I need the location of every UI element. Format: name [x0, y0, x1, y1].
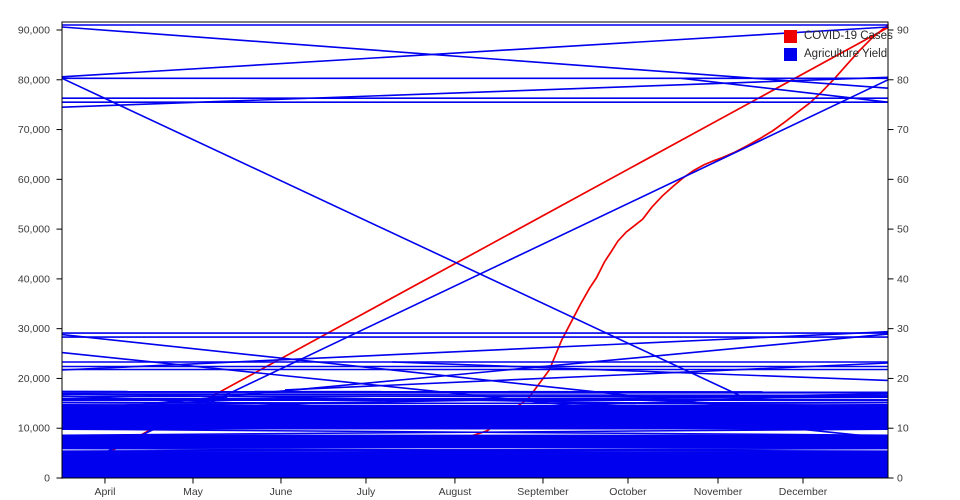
legend-item-covid-cases: COVID-19 Cases	[784, 30, 893, 43]
series-agriculture-yield-band	[61, 390, 889, 479]
left-axis-tick-label: 20,000	[18, 373, 50, 385]
left-axis-tick-label: 50,000	[18, 224, 50, 236]
left-axis-tick-label: 30,000	[18, 323, 50, 335]
right-axis-tick-label: 20	[897, 373, 909, 385]
legend-swatch-red-icon	[784, 30, 797, 43]
legend-item-agriculture-yield: Agriculture Yield	[784, 48, 893, 61]
x-axis-tick-label: December	[779, 486, 828, 498]
x-axis-tick-label: August	[439, 486, 472, 498]
legend-label-covid-cases: COVID-19 Cases	[804, 30, 893, 42]
x-axis-tick-label: November	[694, 486, 743, 498]
left-axis-tick-label: 90,000	[18, 25, 50, 37]
left-axis-tick-label: 0	[44, 473, 50, 485]
x-axis-tick-label: September	[517, 486, 569, 498]
x-axis-tick-label: June	[270, 486, 293, 498]
right-axis-tick-label: 40	[897, 273, 909, 285]
axes	[61, 21, 889, 479]
x-axis-tick-label: July	[357, 486, 376, 498]
right-axis-tick-label: 50	[897, 224, 909, 236]
tick-labels: 0 0 10,000 10 20,000 20 30,000 30 40,000 40 50,000…	[18, 25, 909, 499]
x-axis-tick-label: October	[609, 486, 647, 498]
legend-label-agriculture-yield: Agriculture Yield	[804, 48, 888, 60]
tick-marks	[56, 29, 894, 484]
right-axis-tick-label: 70	[897, 124, 909, 136]
right-axis-tick-label: 30	[897, 323, 909, 335]
x-axis-tick-label: May	[183, 486, 204, 498]
left-axis-tick-label: 60,000	[18, 174, 50, 186]
right-axis-tick-label: 90	[897, 25, 909, 37]
legend-swatch-blue-icon	[784, 48, 797, 61]
left-axis-tick-label: 80,000	[18, 74, 50, 86]
left-axis-tick-label: 10,000	[18, 423, 50, 435]
covid-line-s-curve	[267, 24, 889, 448]
right-axis-tick-label: 60	[897, 174, 909, 186]
chart-legend: COVID-19 Cases Agriculture Yield	[784, 30, 893, 61]
left-axis-tick-label: 40,000	[18, 273, 50, 285]
right-axis-tick-label: 10	[897, 423, 909, 435]
x-axis-tick-label: April	[94, 486, 115, 498]
left-axis-tick-label: 70,000	[18, 124, 50, 136]
right-axis-tick-label: 0	[897, 473, 903, 485]
right-axis-tick-label: 80	[897, 74, 909, 86]
